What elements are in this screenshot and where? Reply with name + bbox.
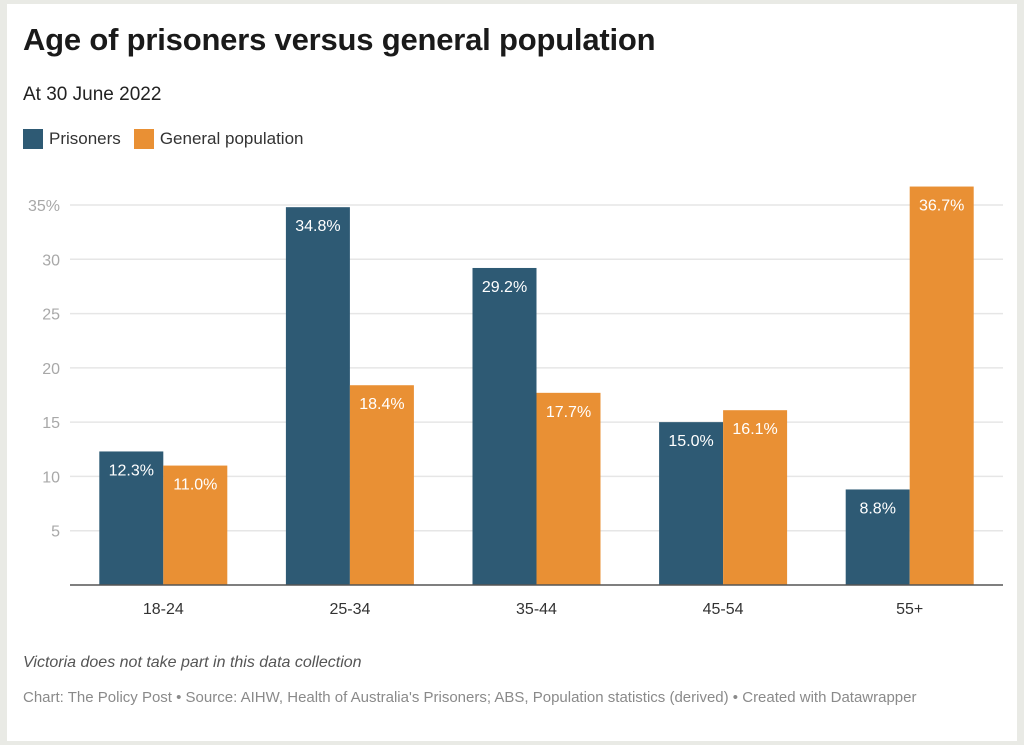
chart-title: Age of prisoners versus general populati…	[23, 22, 656, 57]
legend: Prisoners General population	[23, 129, 316, 149]
data-label: 34.8%	[295, 218, 340, 235]
chart-note: Victoria does not take part in this data…	[23, 654, 362, 671]
data-label: 15.0%	[668, 433, 713, 450]
bar-general-population	[723, 410, 788, 585]
bar-prisoners	[845, 489, 910, 585]
y-tick-label: 20	[42, 361, 60, 378]
legend-label-prisoners: Prisoners	[49, 129, 121, 148]
y-tick-label: 25	[42, 307, 60, 324]
data-label: 17.7%	[546, 404, 591, 421]
x-tick-label: 25-34	[329, 601, 370, 618]
x-tick-label: 35-44	[516, 601, 557, 618]
bar-prisoners	[99, 451, 164, 585]
bar-general-population	[163, 465, 228, 585]
data-label: 8.8%	[859, 500, 895, 517]
chart-subtitle: At 30 June 2022	[23, 84, 162, 105]
data-label: 16.1%	[732, 421, 777, 438]
legend-item-prisoners: Prisoners	[23, 129, 121, 149]
bar-prisoners	[472, 267, 537, 585]
bar-general-population	[909, 186, 974, 586]
data-label: 29.2%	[482, 279, 527, 296]
data-label: 12.3%	[109, 462, 154, 479]
x-tick-label: 45-54	[703, 601, 744, 618]
y-tick-label: 5	[51, 524, 60, 541]
x-tick-label: 18-24	[143, 601, 184, 618]
y-tick-label: 10	[42, 469, 60, 486]
y-tick-label: 35%	[28, 198, 60, 215]
legend-swatch-prisoners	[23, 129, 43, 149]
bar-prisoners	[285, 207, 350, 585]
legend-label-general-population: General population	[159, 129, 304, 148]
y-tick-label: 30	[42, 252, 60, 269]
legend-swatch-general-population	[133, 129, 154, 149]
data-label: 11.0%	[173, 477, 217, 494]
chart-card: Age of prisoners versus general populati…	[7, 4, 1017, 741]
chart-source: Chart: The Policy Post • Source: AIHW, H…	[23, 689, 917, 706]
bar-prisoners	[659, 422, 724, 585]
x-tick-label: 55+	[896, 601, 923, 618]
bar-general-population	[536, 392, 601, 585]
legend-item-general-population: General population	[133, 129, 304, 149]
data-label: 18.4%	[359, 396, 404, 413]
bar-general-population	[349, 385, 414, 585]
y-tick-label: 15	[42, 415, 60, 432]
data-label: 36.7%	[919, 198, 964, 215]
